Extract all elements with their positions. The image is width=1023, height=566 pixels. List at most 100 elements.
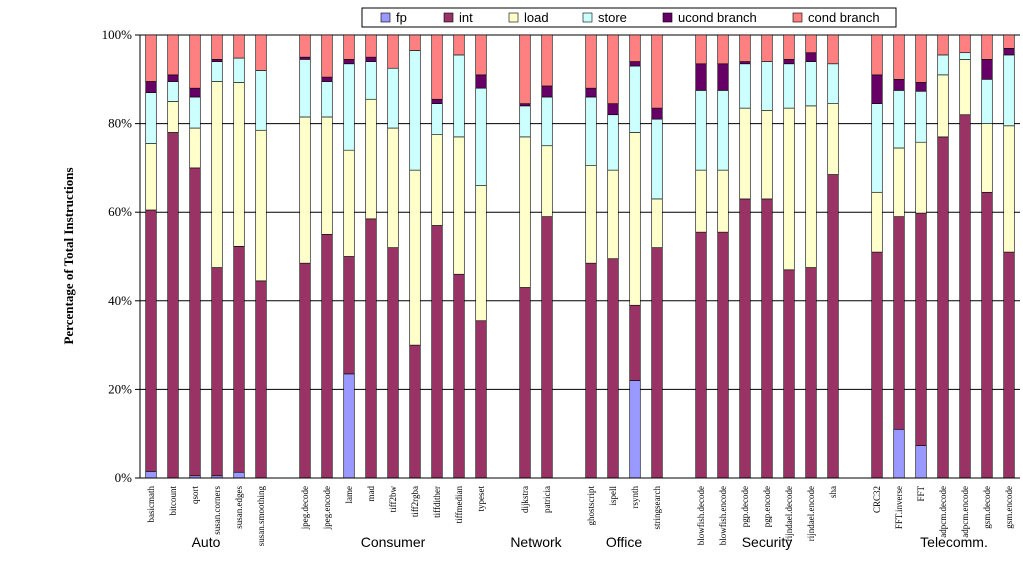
bar-segment-store bbox=[915, 90, 927, 143]
bar-segment-store bbox=[937, 54, 949, 76]
category-label: jpeg.encode bbox=[322, 486, 332, 530]
legend-label: fp bbox=[396, 10, 407, 25]
bar-segment-load bbox=[541, 145, 553, 217]
category-label: adpcm.encode bbox=[960, 486, 970, 538]
category-label: jpeg.decode bbox=[300, 486, 310, 530]
bar-segment-store bbox=[871, 103, 883, 193]
bar-segment-int bbox=[299, 262, 311, 479]
bar-segment-cond-branch bbox=[453, 34, 465, 56]
bars bbox=[145, 34, 1015, 479]
bar-segment-ucond-branch bbox=[1003, 47, 1015, 56]
bar-segment-cond-branch bbox=[233, 34, 245, 59]
bar-segment-load bbox=[255, 129, 267, 282]
group-label: Telecomm. bbox=[920, 534, 988, 550]
bar-segment-cond-branch bbox=[475, 34, 487, 76]
bar-segment-int bbox=[937, 136, 949, 479]
bar-segment-cond-branch bbox=[1003, 34, 1015, 49]
legend-label: int bbox=[459, 10, 473, 25]
bar-segment-store bbox=[739, 63, 751, 109]
group-label: Office bbox=[606, 534, 643, 550]
bar-segment-cond-branch bbox=[519, 34, 531, 104]
category-label: dijkstra bbox=[520, 486, 530, 513]
bar-segment-int bbox=[827, 174, 839, 479]
group-label: Consumer bbox=[361, 534, 426, 550]
bar-segment-cond-branch bbox=[827, 34, 839, 65]
bar-segment-cond-branch bbox=[387, 34, 399, 69]
category-label: FFT bbox=[916, 486, 926, 502]
bar-segment-int bbox=[783, 269, 795, 479]
bar-segment-cond-branch bbox=[739, 34, 751, 62]
bar-segment-cond-branch bbox=[607, 34, 619, 104]
bar-segment-int bbox=[981, 191, 993, 479]
category-label: tiff2bw bbox=[388, 486, 398, 513]
bar-segment-ucond-branch bbox=[871, 74, 883, 104]
bar-segment-load bbox=[629, 132, 641, 306]
bar-segment-cond-branch bbox=[585, 34, 597, 89]
category-label: susan.smoothing bbox=[256, 486, 266, 547]
bar-segment-cond-branch bbox=[695, 34, 707, 65]
bar-segment-load bbox=[321, 116, 333, 235]
category-label: basicmath bbox=[146, 486, 156, 523]
bar-segment-store bbox=[827, 63, 839, 104]
bar-segment-cond-branch bbox=[431, 34, 443, 100]
bar-segment-store bbox=[255, 70, 267, 131]
bar-segment-load bbox=[761, 110, 773, 200]
bar-segment-ucond-branch bbox=[145, 81, 157, 93]
bar-segment-cond-branch bbox=[717, 34, 729, 65]
bar-segment-cond-branch bbox=[651, 34, 663, 109]
bar-segment-store bbox=[607, 114, 619, 171]
group-label: Security bbox=[742, 534, 793, 550]
category-label: gsm.encode bbox=[1004, 486, 1014, 529]
bar-segment-load bbox=[167, 101, 179, 133]
bar-segment-load bbox=[431, 134, 443, 226]
category-label: susan.corners bbox=[212, 486, 222, 535]
bar-segment-cond-branch bbox=[321, 34, 333, 78]
bar-segment-ucond-branch bbox=[167, 74, 179, 82]
bar-segment-int bbox=[893, 216, 905, 430]
bar-segment-store bbox=[409, 50, 421, 171]
bar-segment-store bbox=[519, 105, 531, 138]
bar-segment-cond-branch bbox=[343, 34, 355, 60]
bar-segment-int bbox=[651, 247, 663, 479]
y-tick-labels: 0% 20% 40% 60% 80% 100% bbox=[102, 27, 133, 485]
bar-segment-int bbox=[519, 287, 531, 479]
bar-segment-ucond-branch bbox=[981, 59, 993, 80]
bar-segment-store bbox=[585, 96, 597, 166]
bar-segment-cond-branch bbox=[959, 34, 971, 54]
category-label: patricia bbox=[542, 486, 552, 513]
bar-segment-int bbox=[453, 273, 465, 479]
category-label: pgp.decode bbox=[740, 486, 750, 527]
category-label: blowfish.encode bbox=[718, 486, 728, 545]
category-label: qsort bbox=[190, 486, 200, 504]
bar-segment-cond-branch bbox=[937, 34, 949, 56]
bar-segment-load bbox=[233, 82, 245, 247]
bar-segment-fp bbox=[893, 428, 905, 479]
bar-segment-store bbox=[343, 63, 355, 151]
bar-segment-store bbox=[233, 57, 245, 83]
bar-segment-int bbox=[211, 267, 223, 477]
bar-segment-int bbox=[167, 132, 179, 479]
bar-segment-cond-branch bbox=[409, 34, 421, 51]
bar-segment-ucond-branch bbox=[189, 87, 201, 98]
bar-segment-cond-branch bbox=[145, 34, 157, 82]
bar-segment-store bbox=[541, 96, 553, 147]
bar-segment-cond-branch bbox=[541, 34, 553, 87]
bar-segment-store bbox=[431, 103, 443, 135]
bar-segment-int bbox=[629, 304, 641, 381]
bar-segment-store bbox=[475, 87, 487, 186]
bar-segment-ucond-branch bbox=[739, 61, 751, 65]
bar-segment-fp bbox=[145, 471, 157, 479]
bar-segment-store bbox=[167, 81, 179, 102]
category-label: rijndael.decode bbox=[784, 486, 794, 541]
bar-segment-int bbox=[145, 209, 157, 472]
bar-segment-int bbox=[805, 267, 817, 479]
bar-segment-store bbox=[629, 65, 641, 133]
bar-segment-load bbox=[475, 185, 487, 322]
category-label: ghostscript bbox=[586, 486, 596, 526]
category-label: CRC32 bbox=[872, 486, 882, 513]
bar-segment-ucond-branch bbox=[431, 98, 443, 104]
bar-segment-fp bbox=[233, 471, 245, 479]
bar-segment-load bbox=[805, 105, 817, 268]
category-label: tiff2rgba bbox=[410, 486, 420, 517]
